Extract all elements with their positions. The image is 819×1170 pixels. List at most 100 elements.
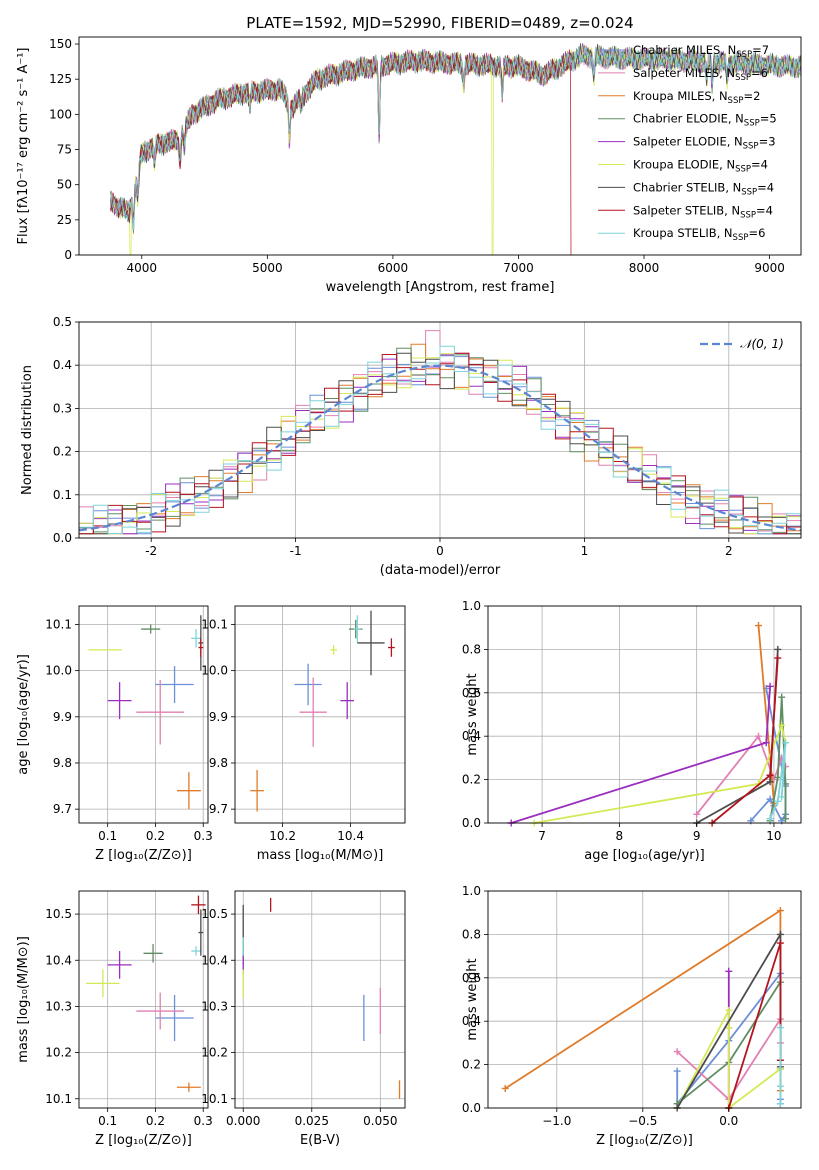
x-axis-label: Z [log₁₀(Z/Z⊙)] — [95, 848, 192, 863]
weight-marker — [725, 1024, 733, 1032]
errorbar-point — [191, 629, 201, 648]
y-tick-label: 50 — [57, 178, 72, 192]
x-tick-label: 4000 — [127, 261, 158, 275]
x-tick-label: 0.2 — [146, 829, 165, 843]
axes-frame — [487, 605, 802, 824]
y-tick-label: 10.0 — [45, 664, 72, 678]
y-tick-label: 0.8 — [462, 642, 481, 656]
y-tick-label: 10.3 — [201, 999, 228, 1013]
weight-marker — [782, 815, 790, 823]
plot-area — [86, 895, 206, 1092]
x-tick-label: 10.2 — [269, 829, 296, 843]
weight-marker — [754, 622, 762, 630]
plot-area — [88, 615, 204, 810]
errorbar-point — [330, 645, 337, 655]
y-tick-label: 10.5 — [201, 907, 228, 921]
y-tick-label: 0.5 — [53, 315, 72, 329]
weight-marker — [776, 1100, 784, 1108]
y-tick-label: 0.8 — [462, 927, 481, 941]
weight-marker — [782, 739, 790, 747]
weight-marker — [762, 739, 770, 747]
y-axis-label: mass [log₁₀(M/M⊙)] — [16, 936, 31, 1063]
y-tick-label: 9.8 — [53, 756, 72, 770]
x-tick-label: 0.3 — [194, 829, 213, 843]
plot-area — [110, 43, 801, 255]
x-tick-label: 7000 — [503, 261, 534, 275]
weight-marker — [778, 721, 786, 729]
legend: Chabrier MILES, NSSP=7 Salpeter MILES, NS… — [598, 43, 777, 243]
weight-marker — [776, 907, 784, 915]
weight-line-5 — [534, 722, 787, 824]
legend-label: Kroupa MILES, NSSP=2 — [633, 89, 760, 106]
y-tick-label: 0.1 — [53, 488, 72, 502]
plot-area — [242, 897, 401, 1099]
y-tick-label: 10.0 — [201, 664, 228, 678]
errorbar-point — [198, 638, 204, 657]
y-tick-label: 0.3 — [53, 401, 72, 415]
y-tick-label: 75 — [57, 143, 72, 157]
errorbar-point — [294, 663, 322, 706]
axes-frame — [234, 605, 406, 824]
y-tick-label: 9.7 — [53, 802, 72, 816]
weight-marker — [766, 795, 774, 803]
weight-marker — [766, 682, 774, 690]
y-tick-label: 100 — [49, 107, 72, 121]
axes-frame — [78, 36, 802, 256]
y-tick-label: 0.6 — [462, 971, 481, 985]
panel-mass-weight-vs-age: 7 8 9 10 0.0 0.2 0.4 0.6 0.8 1.0 age [log₁₀(age/yr… — [462, 599, 802, 863]
x-axis-label: E(B-V) — [300, 1133, 340, 1148]
y-tick-label: 10.2 — [45, 1046, 72, 1060]
y-tick-label: 9.8 — [209, 756, 228, 770]
plot-area — [250, 610, 395, 812]
y-tick-label: 10.3 — [45, 999, 72, 1013]
y-axis-label: mass weight — [465, 673, 480, 755]
errorbar-point — [136, 679, 185, 745]
weight-marker — [776, 1082, 784, 1090]
legend-label: Chabrier MILES, NSSP=7 — [633, 43, 769, 60]
legend-label: Chabrier ELODIE, NSSP=5 — [633, 112, 777, 129]
x-tick-label: 9 — [693, 829, 701, 843]
axes-frame — [78, 321, 802, 539]
y-axis-label: Normed distribution — [20, 365, 35, 495]
weight-line-4 — [510, 686, 771, 824]
errorbar-point — [191, 895, 206, 915]
weight-marker — [776, 939, 784, 947]
x-tick-label: 1 — [581, 544, 589, 558]
errorbar-point — [357, 610, 385, 676]
x-tick-label: 6000 — [378, 261, 409, 275]
legend-label: Kroupa ELODIE, NSSP=4 — [633, 158, 768, 175]
plot-area — [501, 907, 784, 1112]
legend-label: Chabrier STELIB, NSSP=4 — [633, 180, 774, 197]
spectrum-line-8 — [110, 45, 801, 231]
legend-label: Salpeter MILES, NSSP=6 — [633, 66, 768, 83]
x-tick-label: 9000 — [754, 261, 785, 275]
weight-marker — [774, 797, 782, 805]
y-tick-label: 0.2 — [53, 445, 72, 459]
histogram-step-8 — [79, 345, 801, 535]
errorbar-point — [107, 951, 132, 979]
spectrum-line-6 — [110, 43, 801, 224]
panel-age-vs-Z: 0.1 0.2 0.3 9.7 9.8 9.9 10.0 10.1 Z [log₁₀(Z/Z⊙)… — [16, 605, 213, 863]
y-tick-label: 0.0 — [462, 816, 481, 830]
x-tick-label: 8 — [616, 829, 624, 843]
x-tick-label: 0.0 — [719, 1114, 738, 1128]
y-tick-label: 1.0 — [462, 599, 481, 613]
x-tick-label: 5000 — [252, 261, 283, 275]
axes-frame — [487, 890, 802, 1109]
x-tick-label: 8000 — [629, 261, 660, 275]
weight-line-7 — [727, 942, 782, 1109]
weight-marker — [725, 1006, 733, 1014]
y-tick-label: 9.7 — [209, 802, 228, 816]
errorbar-point — [299, 677, 327, 747]
x-tick-label: -2 — [145, 544, 157, 558]
y-axis-label: mass weight — [465, 958, 480, 1040]
y-tick-label: 9.9 — [209, 710, 228, 724]
errorbar-point — [340, 682, 354, 720]
y-tick-label: 9.9 — [53, 710, 72, 724]
x-tick-label: −1.0 — [542, 1114, 571, 1128]
weight-marker — [774, 654, 782, 662]
plot-area — [79, 330, 801, 535]
y-tick-label: 0.4 — [462, 1014, 481, 1028]
weight-marker — [776, 930, 784, 938]
weight-marker — [776, 1024, 784, 1032]
